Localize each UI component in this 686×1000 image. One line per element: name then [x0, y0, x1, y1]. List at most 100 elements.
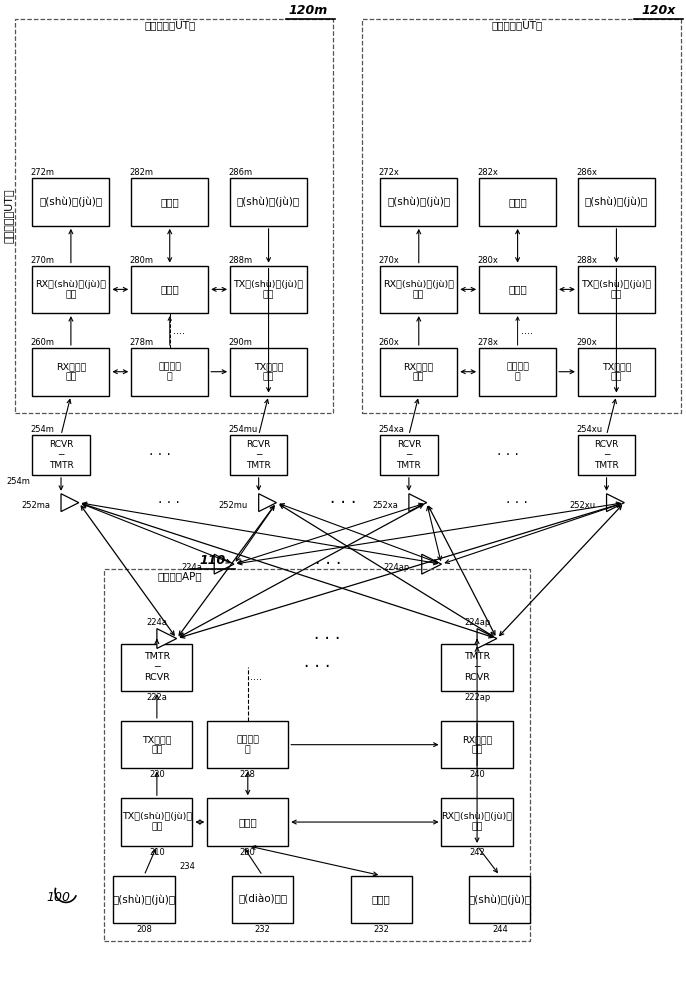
Polygon shape [259, 494, 276, 512]
Text: RCVR
─
TMTR: RCVR ─ TMTR [397, 440, 421, 470]
Text: 數(shù)據(jù)源: 數(shù)據(jù)源 [237, 197, 300, 207]
Text: 224a: 224a [146, 618, 167, 627]
Text: 232: 232 [255, 925, 270, 934]
Text: RX空間處
理器: RX空間處 理器 [403, 362, 434, 381]
Bar [230, 348, 307, 396]
Text: 280m: 280m [129, 256, 153, 265]
Bar [131, 178, 209, 226]
Text: 調(diào)度器: 調(diào)度器 [238, 894, 287, 905]
Bar [131, 266, 209, 313]
Bar [442, 644, 512, 691]
Text: TX數(shù)據(jù)處
理器: TX數(shù)據(jù)處 理器 [122, 812, 192, 832]
Text: 220: 220 [149, 770, 165, 779]
Text: 100: 100 [46, 891, 70, 904]
Text: 228: 228 [240, 770, 256, 779]
Text: 信道估計
器: 信道估計 器 [236, 735, 259, 754]
Text: 數(shù)據(jù)阱: 數(shù)據(jù)阱 [387, 197, 450, 207]
Text: · · ·: · · · [149, 448, 171, 462]
Polygon shape [422, 554, 442, 574]
Bar [32, 178, 110, 226]
Bar [230, 435, 287, 475]
Text: 120m: 120m [289, 4, 328, 17]
Text: ....: .... [250, 672, 262, 682]
Text: · · ·: · · · [304, 658, 330, 676]
Polygon shape [606, 494, 624, 512]
Bar [380, 266, 458, 313]
Text: RCVR
─
TMTR: RCVR ─ TMTR [594, 440, 619, 470]
Text: 數(shù)據(jù)阱: 數(shù)據(jù)阱 [39, 197, 102, 207]
Text: RCVR
─
TMTR: RCVR ─ TMTR [246, 440, 271, 470]
Text: 252mu: 252mu [219, 501, 248, 510]
Text: RX數(shù)據(jù)處
理器: RX數(shù)據(jù)處 理器 [383, 280, 454, 299]
Text: · · ·: · · · [314, 630, 340, 648]
Text: 控制器: 控制器 [508, 284, 527, 294]
Bar [442, 721, 512, 768]
Text: 288m: 288m [228, 256, 252, 265]
Polygon shape [409, 494, 427, 512]
Polygon shape [157, 629, 176, 648]
Text: 288x: 288x [576, 256, 597, 265]
Text: 232: 232 [373, 925, 389, 934]
Text: 252xa: 252xa [372, 501, 398, 510]
Bar [479, 178, 556, 226]
Text: ....: .... [521, 326, 532, 336]
Text: 110: 110 [199, 554, 225, 567]
Text: TMTR
─
RCVR: TMTR ─ RCVR [144, 652, 170, 682]
Text: TX數(shù)據(jù)處
理器: TX數(shù)據(jù)處 理器 [581, 280, 652, 299]
Text: 208: 208 [136, 925, 152, 934]
Text: 260m: 260m [30, 338, 54, 347]
Text: 控制器: 控制器 [161, 284, 179, 294]
Text: 244: 244 [492, 925, 508, 934]
Polygon shape [477, 629, 497, 648]
Text: 254mu: 254mu [228, 425, 257, 434]
Text: 信道估計
器: 信道估計 器 [158, 362, 181, 381]
Text: 252xu: 252xu [570, 501, 596, 510]
Bar [121, 721, 193, 768]
Bar [578, 178, 655, 226]
Text: ....: .... [173, 326, 185, 336]
Text: 210: 210 [149, 848, 165, 857]
Text: 存儲器: 存儲器 [372, 894, 390, 904]
Bar [32, 348, 110, 396]
Text: · · ·: · · · [158, 496, 180, 510]
Bar [121, 644, 193, 691]
Text: 234: 234 [180, 862, 196, 871]
Bar [578, 348, 655, 396]
Text: · · ·: · · · [497, 448, 519, 462]
Text: 用戶終端（UT）: 用戶終端（UT） [144, 21, 196, 31]
Text: 數(shù)據(jù)源: 數(shù)據(jù)源 [113, 894, 176, 905]
Text: 290x: 290x [576, 338, 597, 347]
Text: · · ·: · · · [315, 555, 341, 573]
Text: 254xa: 254xa [378, 425, 404, 434]
Text: 286m: 286m [228, 168, 252, 177]
Text: 接入點（AP）: 接入點（AP） [158, 571, 202, 581]
Text: 260x: 260x [378, 338, 399, 347]
Bar [578, 266, 655, 313]
Text: 280x: 280x [477, 256, 498, 265]
Text: · · ·: · · · [506, 496, 528, 510]
Bar [207, 721, 288, 768]
Text: RX數(shù)據(jù)處
理器: RX數(shù)據(jù)處 理器 [36, 280, 106, 299]
Text: 230: 230 [240, 848, 256, 857]
Text: 222ap: 222ap [464, 693, 490, 702]
Text: 254xu: 254xu [576, 425, 602, 434]
Text: TX空間處
理器: TX空間處 理器 [254, 362, 283, 381]
Text: RX空間處
理器: RX空間處 理器 [56, 362, 86, 381]
Bar [113, 876, 175, 923]
Text: · · ·: · · · [329, 494, 356, 512]
Text: TMTR
─
RCVR: TMTR ─ RCVR [464, 652, 490, 682]
Text: 252ma: 252ma [21, 501, 50, 510]
Bar [380, 348, 458, 396]
Text: 272x: 272x [378, 168, 399, 177]
Bar [469, 876, 530, 923]
Text: 286x: 286x [576, 168, 597, 177]
Text: 270m: 270m [30, 256, 54, 265]
Text: 存儲器: 存儲器 [161, 197, 179, 207]
Text: 278x: 278x [477, 338, 498, 347]
Text: 224ap: 224ap [464, 618, 490, 627]
Text: 282m: 282m [129, 168, 153, 177]
Text: TX空間處
理器: TX空間處 理器 [602, 362, 631, 381]
Bar [131, 348, 209, 396]
Text: 數(shù)據(jù)阱: 數(shù)據(jù)阱 [469, 894, 532, 905]
Text: 用戶終端（UT）: 用戶終端（UT） [3, 189, 14, 243]
